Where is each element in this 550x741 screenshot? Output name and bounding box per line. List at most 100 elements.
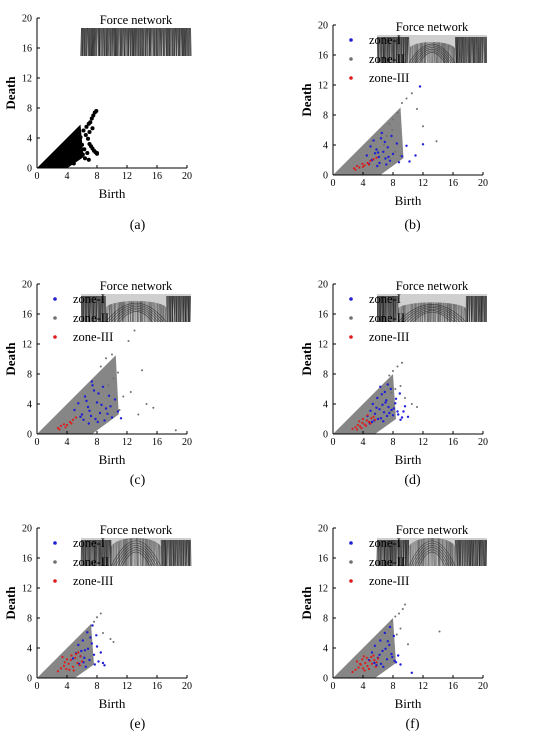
point-zone-III	[65, 667, 68, 671]
inset-title: Force network	[100, 13, 173, 27]
point-zone-III	[367, 667, 371, 671]
point-zone-II	[406, 643, 410, 646]
point-zone-I	[379, 137, 383, 140]
point-zone-I	[101, 661, 105, 665]
point-zone-I	[400, 416, 404, 419]
chart-b: Force network 0 4 8 12 16 20 0 4 8 12 16 20 Birth Deat…	[299, 20, 488, 208]
force-chain-line	[407, 539, 410, 567]
point-zone-I	[373, 412, 377, 416]
point-all	[79, 142, 85, 147]
point-zone-III	[358, 662, 362, 665]
point-zone-III	[354, 168, 357, 171]
point-zone-III	[354, 426, 357, 429]
point-zone-II	[400, 101, 404, 105]
force-chain-line	[114, 27, 116, 57]
legend-label: zone-I	[73, 292, 105, 306]
x-tick-label: 16	[152, 437, 162, 448]
point-zone-I	[389, 387, 393, 391]
x-axis-label: Birth	[395, 696, 422, 711]
legend-marker-zone-III	[349, 76, 353, 80]
point-zone-I	[85, 399, 88, 403]
point-zone-II	[99, 365, 102, 368]
point-zone-II	[137, 413, 140, 416]
point-zone-II	[395, 633, 398, 636]
point-zone-I	[390, 652, 393, 656]
y-tick-label: 16	[318, 554, 328, 565]
x-tick-label: 0	[331, 178, 336, 189]
point-all	[81, 128, 86, 133]
force-chain-line	[100, 295, 103, 323]
force-chain-line	[383, 295, 386, 323]
x-tick-label: 0	[35, 437, 40, 448]
point-zone-I	[400, 155, 404, 158]
force-chain-line	[395, 36, 398, 64]
force-chain-line	[89, 27, 92, 57]
force-arch-curve	[119, 549, 153, 567]
x-tick-label: 20	[478, 178, 488, 189]
series-zone-III	[351, 414, 377, 431]
point-zone-I	[379, 417, 383, 420]
force-chain-line	[145, 27, 147, 57]
point-zone-III	[364, 424, 368, 427]
force-chain-line	[156, 542, 158, 567]
force-chain-line	[179, 27, 181, 57]
point-zone-I	[387, 155, 390, 159]
point-zone-I	[384, 157, 387, 160]
force-chain-line	[140, 301, 143, 323]
diagonal-band-all	[37, 124, 84, 168]
point-zone-III	[78, 664, 81, 667]
force-chain-line	[85, 27, 87, 57]
legend-marker-zone-I	[53, 541, 57, 545]
point-zone-I	[378, 653, 381, 657]
force-network-inset-d	[377, 294, 487, 323]
point-zone-III	[365, 419, 368, 422]
point-zone-III	[375, 156, 378, 159]
series-all	[71, 108, 100, 166]
force-chain-line	[125, 27, 128, 57]
force-chain-line	[183, 539, 185, 567]
force-chain-line	[97, 27, 100, 57]
force-chain-line	[378, 539, 380, 567]
point-zone-II	[391, 369, 395, 373]
force-chain-line	[89, 295, 92, 323]
x-tick-label: 20	[182, 681, 192, 692]
point-zone-II	[396, 111, 399, 114]
force-arch-curve	[105, 302, 167, 323]
point-zone-I	[80, 413, 84, 416]
force-chain-line	[148, 539, 150, 567]
x-tick-label: 20	[182, 437, 192, 448]
point-zone-III	[360, 426, 363, 430]
point-zone-I	[98, 411, 102, 415]
point-zone-II	[382, 143, 386, 147]
point-zone-I	[399, 418, 402, 422]
point-zone-III	[358, 166, 361, 169]
x-tick-label: 12	[418, 681, 428, 692]
force-chain-line	[481, 36, 484, 64]
point-zone-I	[116, 410, 120, 413]
force-arch-curve	[400, 305, 464, 323]
point-zone-III	[361, 658, 364, 661]
force-chain-line	[384, 36, 387, 64]
point-zone-III	[366, 414, 369, 417]
point-zone-III	[358, 425, 362, 428]
y-tick-label: 12	[22, 340, 32, 351]
force-chain-line	[97, 539, 99, 567]
point-zone-I	[84, 665, 88, 669]
point-zone-I	[101, 385, 105, 389]
force-chain-line	[106, 306, 108, 323]
force-arch-curve	[397, 304, 467, 323]
point-zone-I	[91, 624, 94, 627]
legend-label: zone-I	[73, 536, 105, 550]
x-tick-label: 8	[391, 681, 396, 692]
force-chain-line	[416, 302, 419, 323]
point-zone-I	[418, 85, 422, 88]
x-tick-label: 16	[448, 681, 458, 692]
point-zone-III	[61, 655, 64, 659]
legend-label: zone-III	[369, 71, 409, 85]
force-chain-line	[155, 302, 158, 323]
point-zone-II	[385, 134, 389, 138]
force-chain-line	[485, 539, 487, 567]
point-zone-I	[384, 401, 387, 404]
point-all	[85, 136, 91, 141]
chart-c: Force network 0 4 8 12 16 20 0 4 8 12 16 20 Birth Deat…	[3, 279, 192, 467]
